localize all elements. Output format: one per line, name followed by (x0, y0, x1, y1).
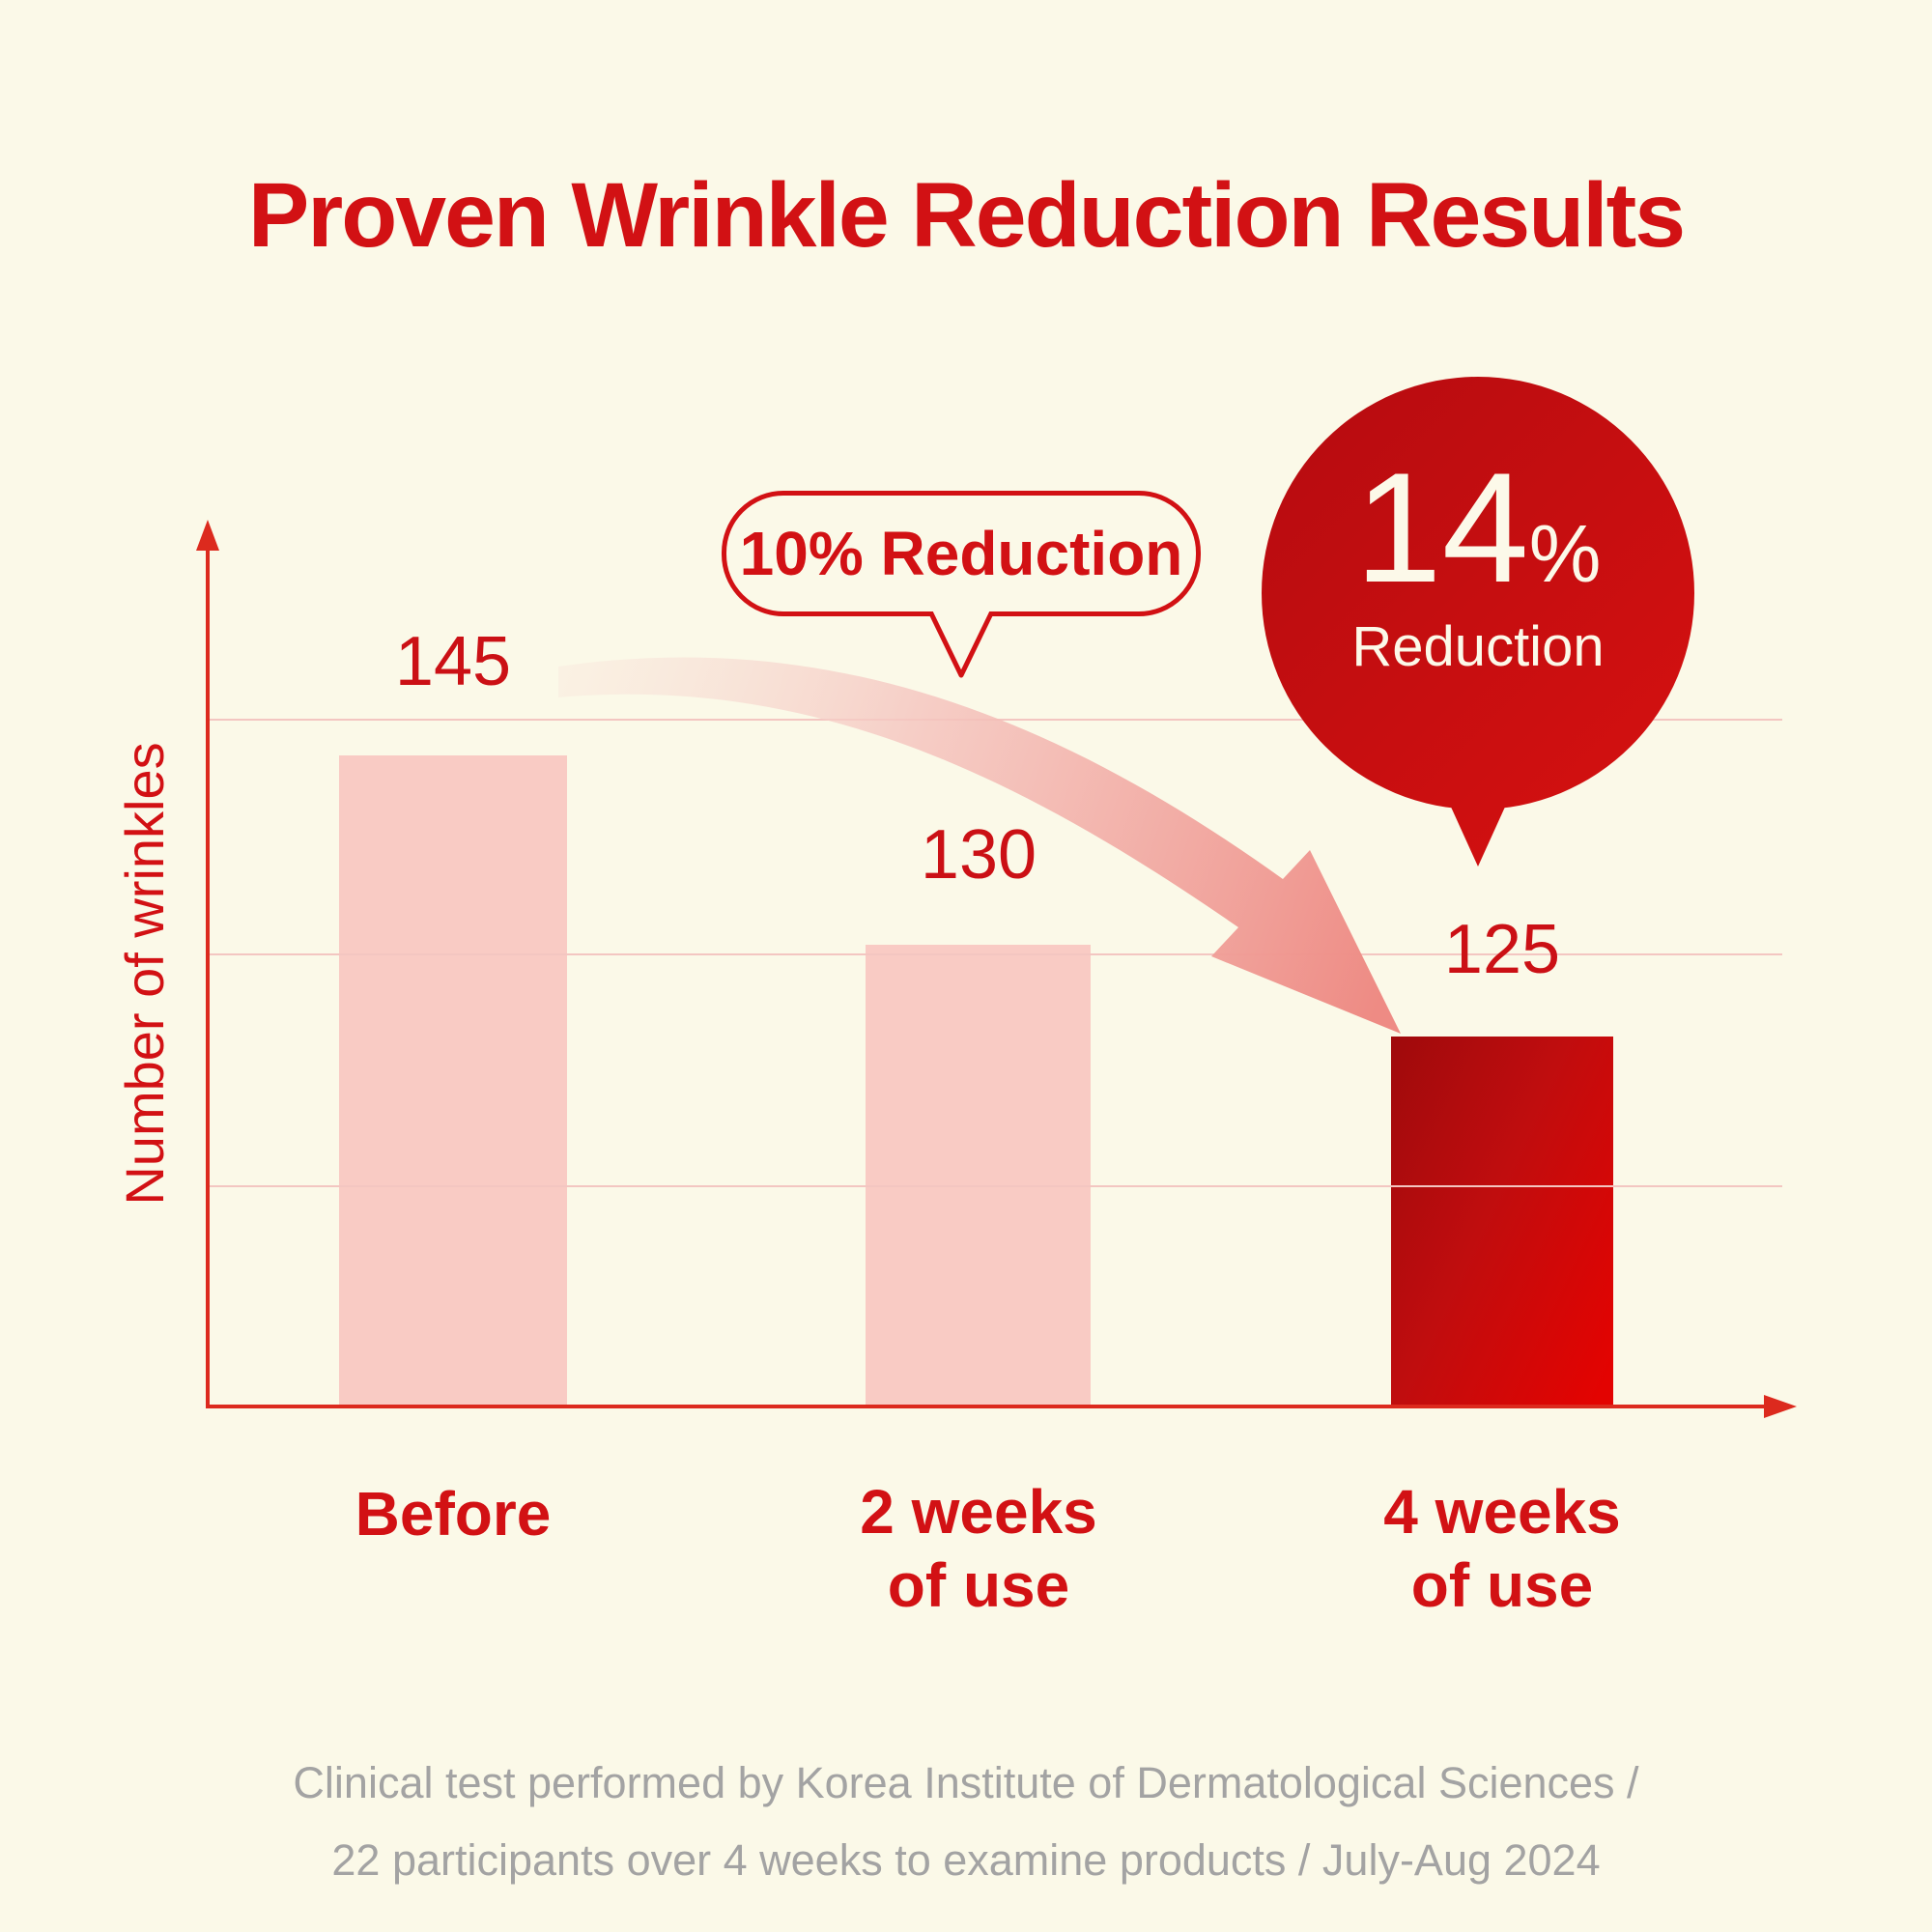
x-axis (206, 1395, 1797, 1418)
value-label-2-weeks: 130 (920, 816, 1037, 894)
badge-text: 14% Reduction (1285, 446, 1671, 678)
bar-2-weeks (866, 945, 1091, 1406)
page-title: Proven Wrinkle Reduction Results (247, 164, 1686, 267)
bar-4-weeks-highlight (1391, 1037, 1613, 1406)
x-axis-arrow-icon (1764, 1395, 1797, 1418)
badge-label: Reduction (1351, 615, 1605, 678)
badge-percent-sign: % (1528, 508, 1602, 599)
value-label-before: 145 (394, 623, 512, 700)
callout-tail-icon (927, 611, 995, 678)
category-label-4-weeks: 4 weeks of use (1383, 1477, 1621, 1620)
category-label-2-weeks: 2 weeks of use (860, 1477, 1097, 1620)
value-label-4-weeks: 125 (1443, 911, 1561, 988)
y-axis (196, 520, 219, 1408)
badge-value: 14 (1354, 440, 1529, 615)
footnote: Clinical test performed by Korea Institu… (293, 1758, 1639, 1885)
y-axis-arrow-icon (196, 520, 219, 551)
category-label-before: Before (355, 1479, 552, 1548)
badge-value-line: 14% (1285, 446, 1671, 611)
callout-text: 10% Reduction (739, 519, 1183, 588)
bar-before (339, 755, 567, 1406)
